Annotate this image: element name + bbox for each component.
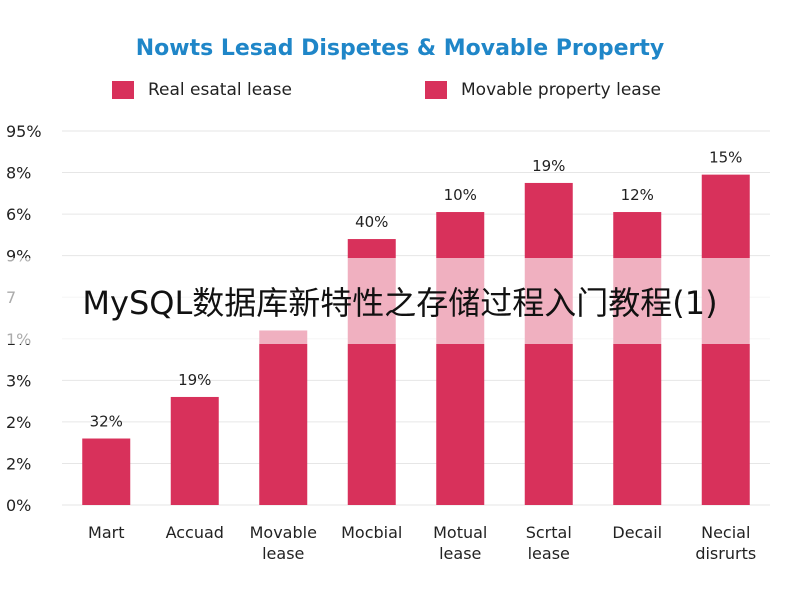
x-tick-label: Accuad (166, 523, 224, 542)
y-tick-label: 8% (6, 164, 31, 183)
x-tick-label: Mart (88, 523, 124, 542)
legend-label: Movable property lease (461, 80, 662, 100)
x-tick-label: Mocbial (341, 523, 402, 542)
bar (82, 438, 131, 505)
data-label: 19% (532, 157, 565, 175)
bar (436, 212, 485, 506)
y-tick-label: 95% (6, 122, 42, 141)
bar (613, 212, 662, 506)
watermark-text: MySQL数据库新特性之存储过程入门教程(1) (82, 284, 718, 322)
data-label: 40% (355, 213, 388, 231)
x-tick-label: Scrtal lease (526, 523, 572, 563)
data-label: 10% (444, 186, 477, 204)
legend-label: Real esatal lease (148, 80, 292, 100)
x-tick-label: Movable lease (250, 523, 317, 563)
data-label: 12% (621, 186, 654, 204)
x-tick-label: Decail (612, 523, 662, 542)
chart-title: Nowts Lesad Dispetes & Movable Property (135, 36, 665, 61)
bar (259, 330, 308, 505)
x-tick-label: Necial disrurts (695, 523, 756, 563)
y-tick-label: 2% (6, 413, 31, 432)
y-tick-label: 2% (6, 454, 31, 473)
legend-swatch (425, 81, 447, 99)
legend-item-real-estate: Real esatal lease (112, 80, 292, 100)
watermark-banner: MySQL数据库新特性之存储过程入门教程(1) (0, 258, 800, 344)
bar (170, 396, 219, 505)
x-tick-label: Motual lease (433, 523, 487, 563)
legend-swatch (112, 81, 134, 99)
y-tick-label: 3% (6, 371, 31, 390)
y-tick-label: 6% (6, 205, 31, 224)
data-label: 19% (178, 371, 211, 389)
legend: Real esatal lease Movable property lease (0, 80, 800, 104)
y-tick-label: 0% (6, 496, 31, 515)
legend-item-movable-property: Movable property lease (425, 80, 661, 100)
data-label: 15% (709, 149, 742, 167)
data-label: 32% (90, 413, 123, 431)
